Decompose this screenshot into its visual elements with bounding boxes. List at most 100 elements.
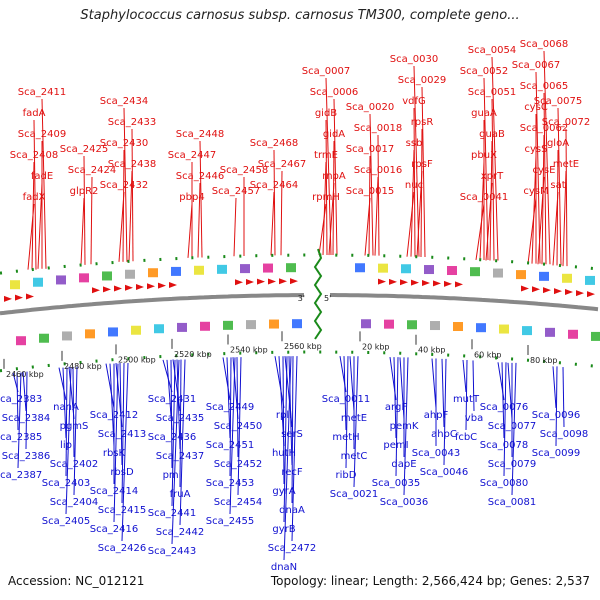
connector-line: [393, 357, 397, 439]
forward-gene: [26, 293, 34, 300]
gene-label-top: sat: [550, 180, 565, 191]
connector-line: [349, 356, 355, 412]
gene-label-bottom: dnaA: [279, 505, 305, 516]
gene-label-bottom: vba: [465, 413, 483, 424]
connector-line: [333, 98, 338, 256]
gene-label-bottom: Sca_2455: [206, 516, 254, 527]
cog-block: [522, 326, 532, 336]
gene-label-bottom: Sca_0081: [488, 497, 536, 508]
gene-label-bottom: pemI: [383, 440, 408, 451]
connector-line: [541, 134, 545, 265]
cog-block: [539, 271, 549, 281]
gene-label-bottom: Sca_2386: [2, 451, 50, 462]
gene-label-bottom: Sca_2387: [0, 470, 42, 481]
connector-line: [31, 161, 35, 270]
gene-label-bottom: pgmS: [60, 421, 89, 432]
genome-track: 3' 5': [0, 248, 600, 373]
connector-line: [291, 356, 298, 542]
gene-label-bottom: Sca_2405: [42, 516, 90, 527]
scale-ticks: 2460 kbp 2480 kbp 2500 kbp 2520 kbp 2540 kbp…: [3, 331, 558, 379]
connector-line: [501, 362, 505, 439]
connector-line: [283, 356, 288, 523]
gene-label-top: Sca_0051: [468, 87, 516, 98]
connector-line: [105, 363, 115, 409]
connector-line: [507, 362, 513, 420]
map-title: Staphylococcus carnosus subsp. carnosus …: [80, 8, 520, 23]
connector-line: [33, 119, 37, 270]
cog-block: [516, 270, 526, 280]
connector-line: [16, 372, 19, 431]
connector-line: [90, 176, 93, 265]
origin-marker: [313, 248, 323, 340]
forward-gene: [279, 278, 287, 285]
cog-block: [424, 265, 434, 275]
connector-line: [121, 363, 125, 504]
gene-label-bottom: Sca_2404: [50, 497, 98, 508]
cog-block: [407, 320, 417, 330]
connector-line: [273, 149, 276, 256]
connector-line: [562, 170, 567, 267]
connector-line: [413, 107, 416, 257]
gene-label-top: cysM: [523, 186, 548, 197]
cog-block: [108, 327, 118, 337]
connector-line: [121, 363, 129, 542]
gene-label-top: rpmH: [312, 192, 340, 203]
connector-line: [535, 71, 541, 264]
cog-block: [217, 264, 227, 274]
gene-label-top: pbuX: [471, 150, 497, 161]
gene-label-top: rpsR: [411, 117, 434, 128]
forward-gene: [378, 278, 386, 285]
gene-label-bottom: ahpC: [431, 429, 457, 440]
gene-label-bottom: Sca_2384: [2, 413, 50, 424]
connector-line: [274, 356, 285, 409]
gene-label-bottom: Sca_0079: [488, 459, 536, 470]
gene-label-bottom: Sca_2413: [98, 429, 146, 440]
gene-label-top: Sca_0016: [354, 165, 402, 176]
gene-label-top: Sca_0075: [534, 96, 582, 107]
connector-line: [368, 155, 371, 256]
end-3-label: 3': [298, 294, 305, 303]
gene-label-top: gidB: [315, 108, 337, 119]
gene-label-bottom: Sca_2437: [156, 451, 204, 462]
gene-label-top: gloA: [547, 138, 569, 149]
gene-label-bottom: fruA: [170, 489, 191, 500]
connector-line: [475, 203, 485, 261]
gene-label-top: Sca_0067: [512, 60, 560, 71]
connector-line: [491, 56, 499, 261]
connector-line: [531, 155, 537, 264]
connector-line: [229, 357, 236, 515]
connector-line: [555, 366, 558, 447]
connector-line: [37, 182, 43, 269]
gene-label-bottom: serS: [281, 429, 303, 440]
cog-block: [154, 324, 164, 334]
gene-label-top: ssb: [406, 138, 423, 149]
gene-label-bottom: Sca_0077: [488, 421, 536, 432]
forward-gene: [554, 288, 562, 295]
connector-line: [399, 357, 405, 420]
cog-block: [384, 319, 394, 329]
gene-label-bottom: Sca_0096: [532, 410, 580, 421]
gene-label-bottom: fcbC: [455, 432, 477, 443]
gene-label-top: Sca_0068: [520, 39, 568, 50]
gene-label-bottom: rbsD: [110, 467, 134, 478]
gene-label-top: Sca_2464: [250, 180, 298, 191]
gene-label-bottom: Sca_0098: [540, 429, 588, 440]
connector-line: [491, 98, 495, 261]
gene-label-top: fadX: [23, 192, 46, 203]
connector-line: [119, 363, 123, 466]
gene-label-top: Sca_2458: [220, 165, 268, 176]
connector-line: [562, 367, 565, 428]
connector-line: [72, 366, 75, 458]
gene-label-top: fadA: [23, 108, 46, 119]
gene-label-bottom: dnaN: [271, 562, 297, 573]
connector-line: [322, 161, 327, 256]
gene-label-bottom: nanA: [53, 402, 79, 413]
gene-label-bottom: Sca_0076: [480, 402, 528, 413]
connector-line: [222, 357, 231, 401]
forward-gene: [521, 285, 529, 292]
gene-label-top: Sca_2467: [258, 159, 306, 170]
gene-label-top: Sca_2457: [212, 186, 260, 197]
backbone-right: [330, 293, 599, 312]
cog-block: [470, 267, 480, 277]
